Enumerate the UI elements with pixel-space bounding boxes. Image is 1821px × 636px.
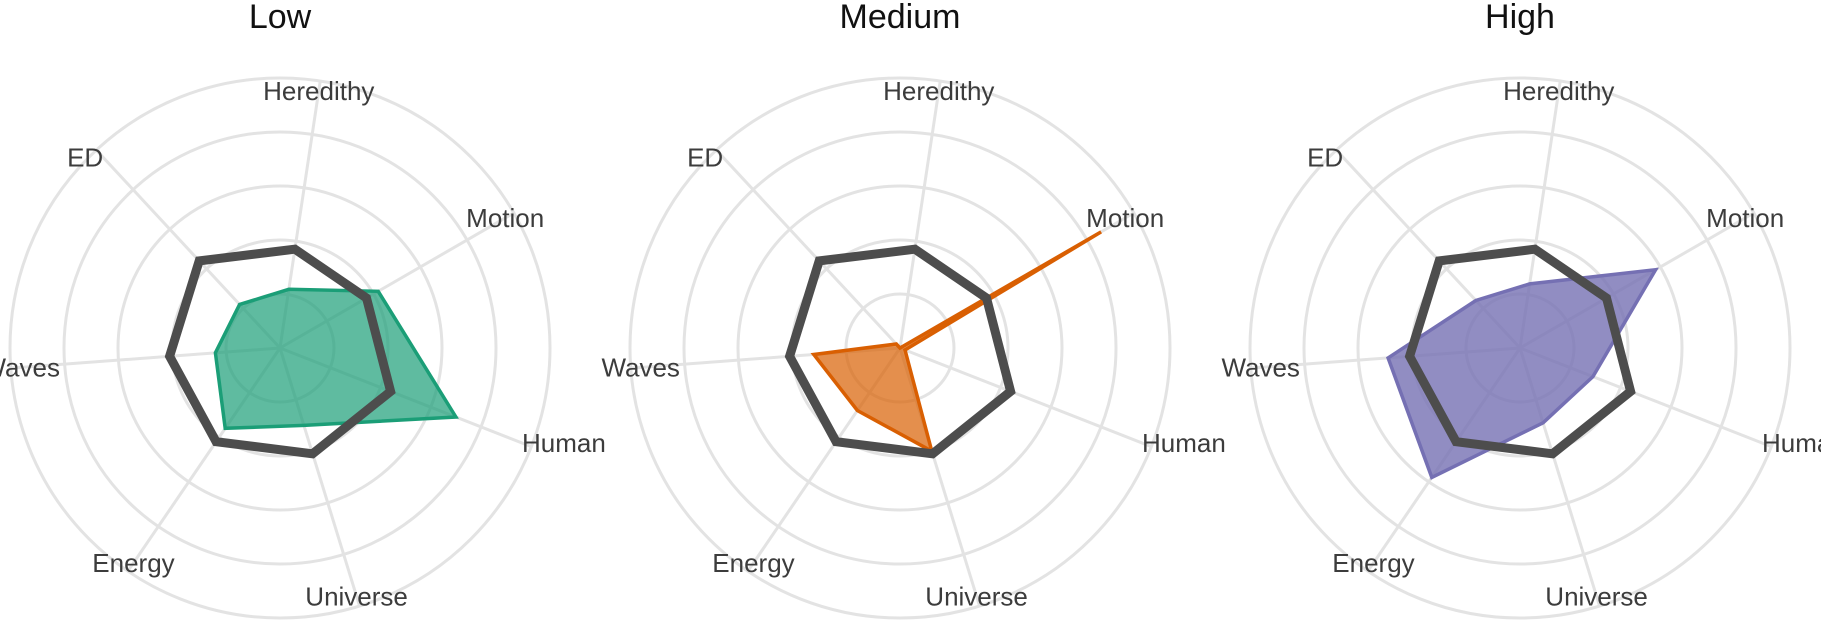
grid-ring bbox=[1356, 184, 1684, 512]
grid-ring bbox=[8, 76, 552, 620]
axis-label-universe: Universe bbox=[305, 581, 408, 611]
axis-label-motion: Motion bbox=[1706, 203, 1784, 233]
radar-panel-low: Motion Human Universe Energy Waves ED Heredith… bbox=[0, 0, 606, 620]
grid-ring bbox=[116, 184, 444, 512]
axis-label-universe: Universe bbox=[1545, 581, 1648, 611]
axis-label-motion: Motion bbox=[466, 203, 544, 233]
axis-label-energy: Energy bbox=[712, 548, 794, 578]
axis-label-ed: ED bbox=[687, 142, 723, 172]
axis-label-waves: Waves bbox=[0, 352, 60, 382]
axis-label-waves: Waves bbox=[601, 352, 680, 382]
reference-series-polygon bbox=[1404, 244, 1636, 459]
axis-label-human: Human bbox=[1762, 428, 1821, 458]
axis-label-energy: Energy bbox=[92, 548, 174, 578]
reference-series-polygon bbox=[784, 244, 1016, 459]
axis-label-heredithy: Heredithy bbox=[263, 76, 374, 106]
grid-ring bbox=[682, 130, 1118, 566]
axis-label-energy: Energy bbox=[1332, 548, 1414, 578]
radar-panel-medium: Motion Human Universe Energy Waves ED Heredith… bbox=[601, 0, 1226, 620]
axis-label-human: Human bbox=[1142, 428, 1226, 458]
panel-title: Low bbox=[249, 0, 312, 36]
axis-label-ed: ED bbox=[1307, 142, 1343, 172]
data-series-polygon bbox=[1385, 267, 1659, 480]
grid-ring bbox=[62, 130, 498, 566]
grid-spoke-heredithy bbox=[898, 80, 942, 349]
grid-spoke-human bbox=[899, 346, 1152, 449]
panel-title: Medium bbox=[840, 0, 961, 36]
grid-ring bbox=[1302, 130, 1738, 566]
radar-panel-high: Motion Human Universe Energy Waves ED Heredith… bbox=[1221, 0, 1821, 620]
axis-label-waves: Waves bbox=[1221, 352, 1300, 382]
axis-label-universe: Universe bbox=[925, 581, 1028, 611]
data-series-polygon bbox=[810, 230, 1103, 455]
axis-label-heredithy: Heredithy bbox=[883, 76, 994, 106]
grid-ring bbox=[628, 76, 1172, 620]
axis-label-heredithy: Heredithy bbox=[1503, 76, 1614, 106]
grid-ring bbox=[1248, 76, 1792, 620]
axis-label-motion: Motion bbox=[1086, 203, 1164, 233]
axis-label-ed: ED bbox=[67, 142, 103, 172]
panel-title: High bbox=[1485, 0, 1555, 36]
grid-spoke-ed bbox=[715, 149, 902, 350]
grid-ring bbox=[736, 184, 1064, 512]
reference-series-polygon bbox=[164, 244, 396, 459]
data-series-polygon bbox=[213, 287, 459, 431]
axis-label-human: Human bbox=[522, 428, 606, 458]
